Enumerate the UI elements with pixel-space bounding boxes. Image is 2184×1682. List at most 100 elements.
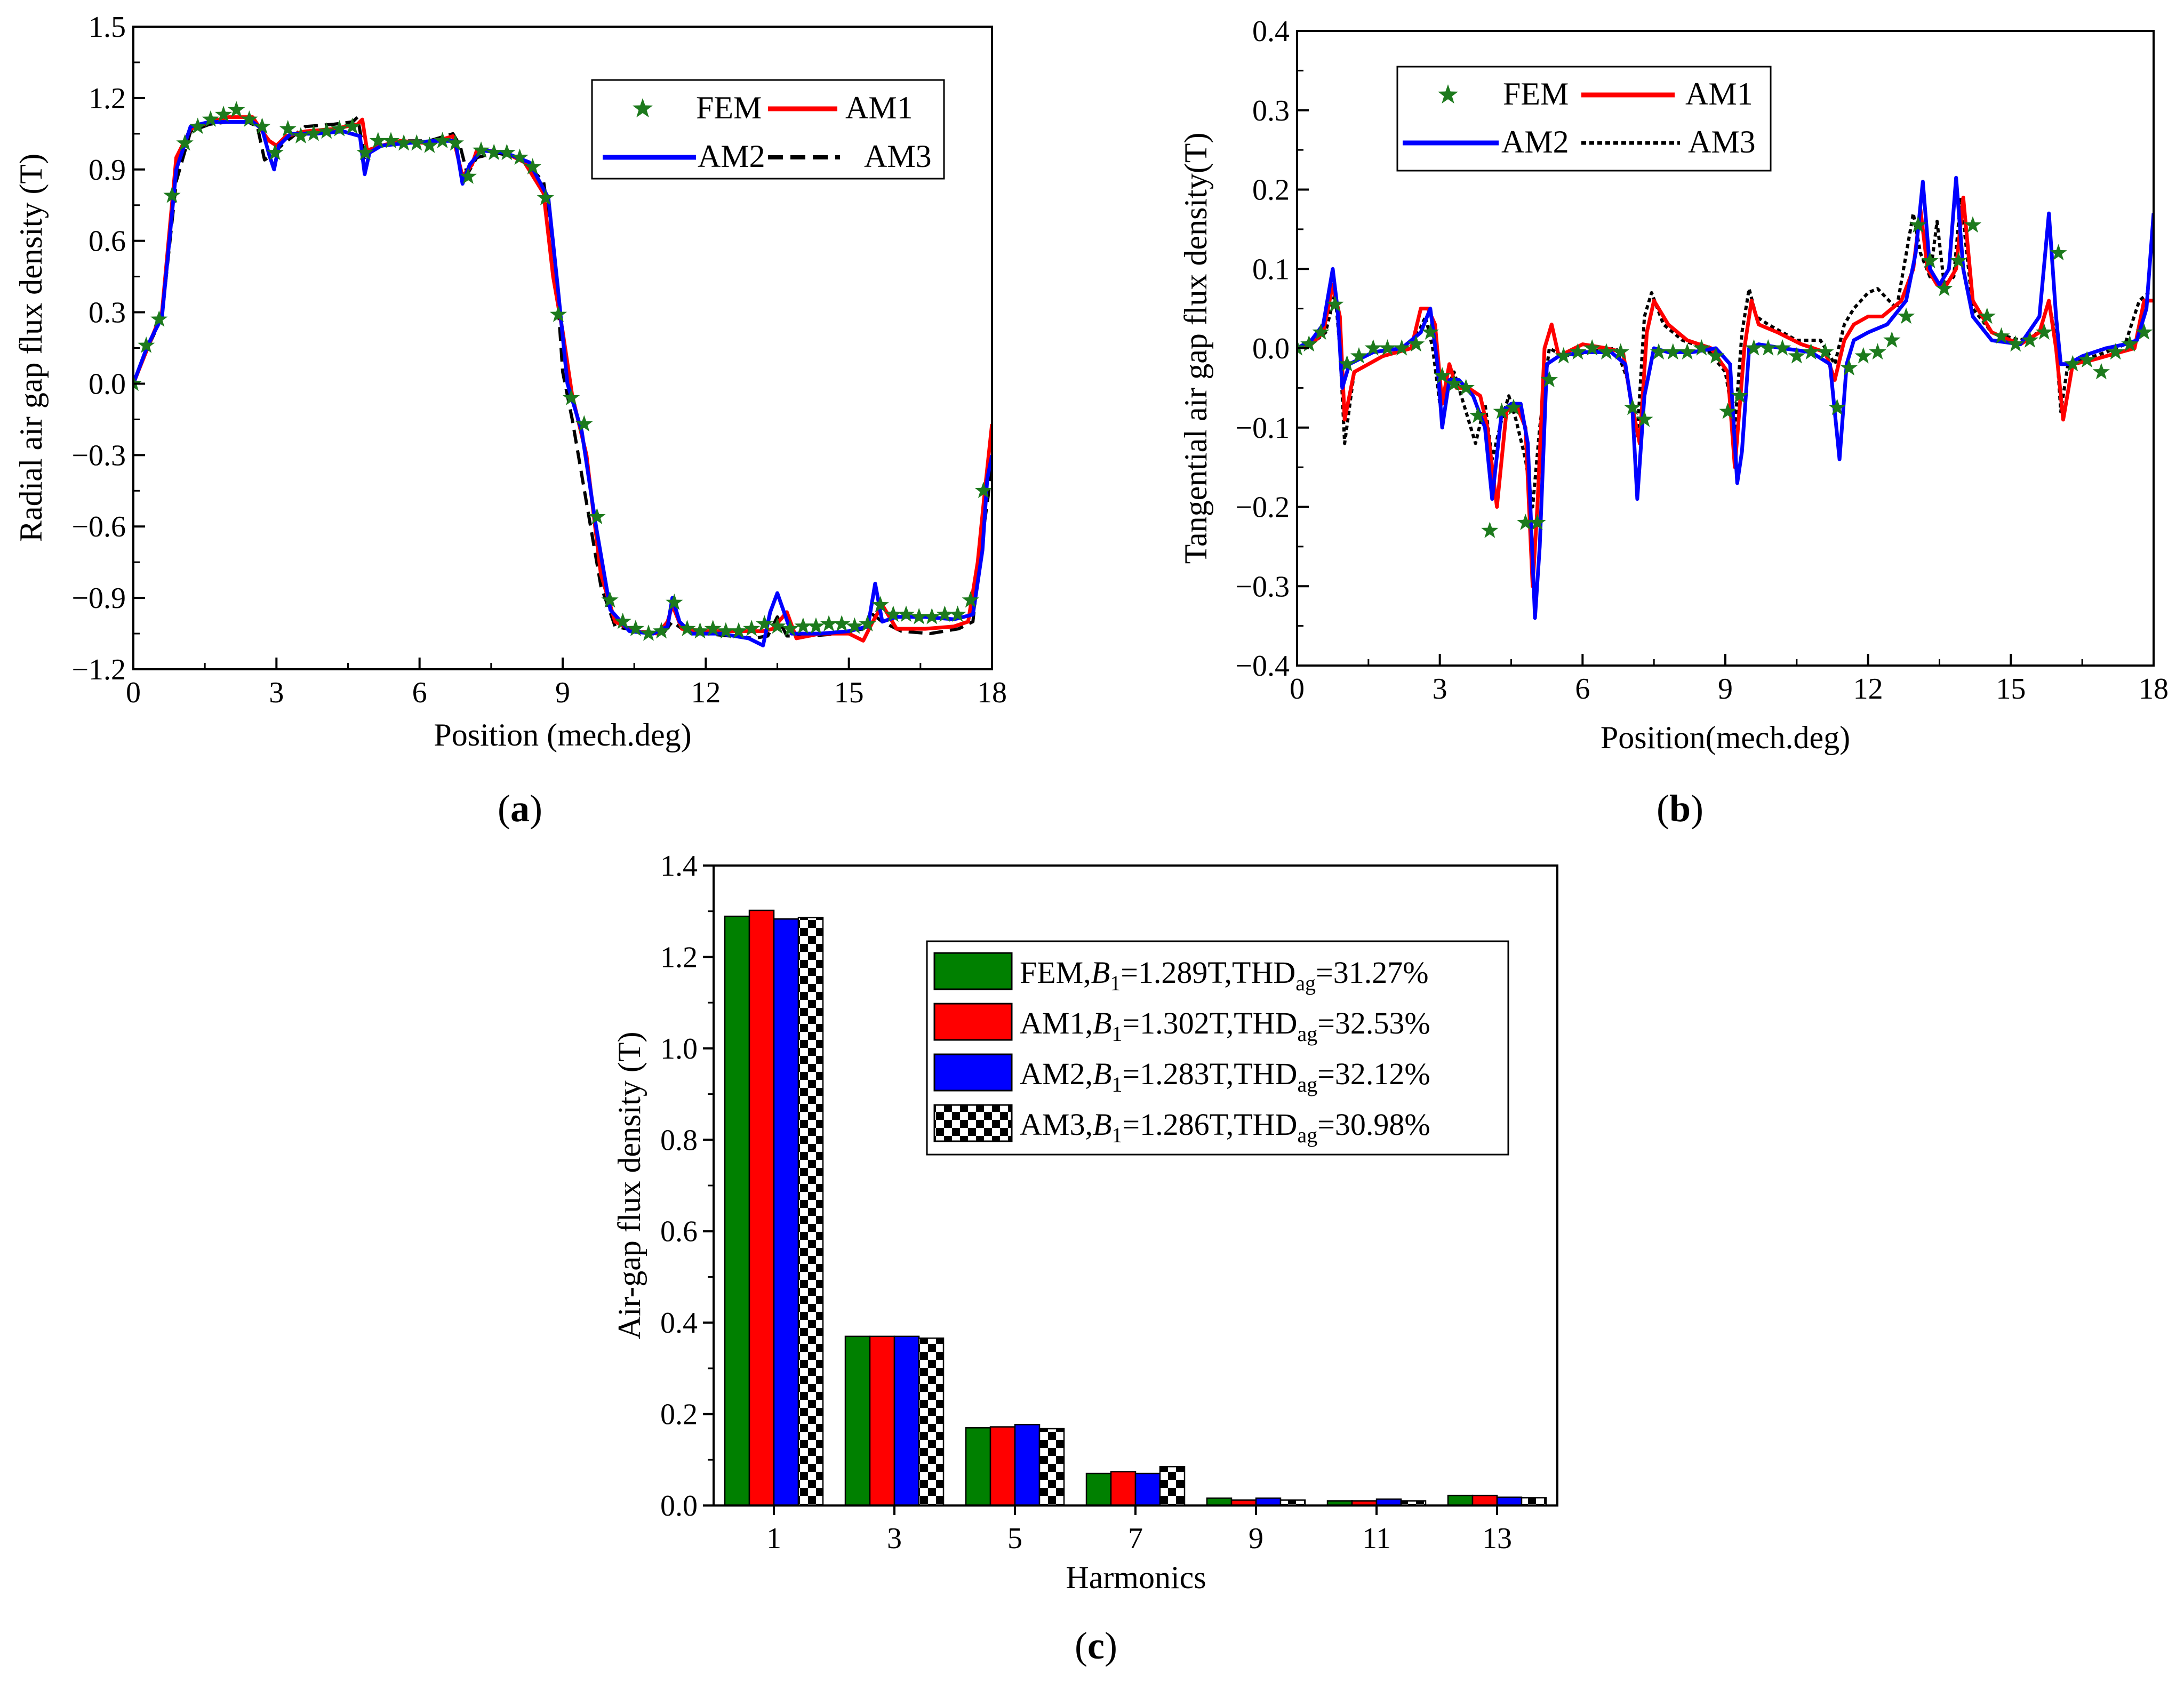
panel-a-fem-point: [820, 615, 838, 631]
panel-b-am3-line: [1297, 196, 2154, 509]
panel-c-legend-am2-swatch: [933, 1053, 1013, 1092]
panel-b-ytick-label: 0.3: [1252, 94, 1290, 127]
panel-b-ytick-label: −0.4: [1235, 650, 1290, 683]
panel-c-legend-fem-bval: =1.289T,THD: [1121, 955, 1295, 990]
panel-c-legend-am3-swatch: [933, 1104, 1013, 1142]
panel-a-plot-area: [133, 101, 992, 647]
panel-a-ytick-label: 1.5: [89, 11, 126, 44]
panel-c-legend-am3-bsub: 1: [1111, 1123, 1122, 1147]
panel-b-am2-line: [1297, 175, 2154, 620]
panel-a-ytick-label: −0.9: [71, 582, 126, 615]
panel-c-bar-am1: [748, 909, 775, 1507]
panel-a-fem-point: [691, 622, 709, 639]
panel-c-xtick-label: 3: [887, 1522, 902, 1555]
panel-a-ytick-label: −1.2: [71, 653, 126, 686]
panel-a-legend: FEM AM1 AM2 AM3: [591, 79, 945, 180]
panel-c-bar-am1: [1471, 1494, 1498, 1507]
panel-b-legend-am2: AM2: [1501, 124, 1569, 159]
panel-b-xtick-label: 15: [1996, 672, 2026, 706]
panel-c-legend-am2-thdval: =32.12%: [1317, 1056, 1430, 1091]
panel-b-ytick-label: −0.3: [1235, 570, 1290, 603]
panel-b-xtick-label: 3: [1433, 672, 1447, 706]
panel-b-plot-area: [1297, 175, 2154, 620]
panel-c-ytick-label: 1.2: [660, 941, 698, 974]
panel-a-xlabel: Position (mech.deg): [434, 717, 691, 752]
panel-b-xtick-label: 9: [1718, 672, 1733, 706]
panel-b-fem-point: [1664, 343, 1682, 360]
panel-c-legend-am1-label: AM1,: [1020, 1006, 1093, 1040]
panel-c-xtick-label: 9: [1249, 1522, 1263, 1555]
panel-a-ytick-label: −0.3: [71, 439, 126, 472]
panel-b-fem-point: [1883, 331, 1901, 348]
panel-c-harmonics-chart: 1 3 5 7 9 11 130.00.20.40.60.81.01.21.4 Harmon…: [612, 850, 1558, 1667]
panel-c-bar-am2: [1014, 1424, 1041, 1507]
panel-b-legend-am3: AM3: [1688, 124, 1756, 159]
panel-c-caption-letter: c: [1087, 1624, 1105, 1667]
panel-c-xtick-label: 13: [1482, 1522, 1512, 1555]
panel-b-xtick-label: 12: [1853, 672, 1883, 706]
panel-c-ticks: 1 3 5 7 9 11 130.00.20.40.60.81.01.21.4: [660, 850, 1512, 1555]
panel-c-bar-am2: [773, 918, 799, 1507]
panel-b-fem-point: [1840, 359, 1858, 375]
panel-b-xtick-label: 18: [2139, 672, 2169, 706]
panel-c-bar-am1: [989, 1426, 1016, 1507]
panel-a-xtick-label: 15: [834, 676, 864, 709]
panel-b-fem-point: [1481, 522, 1499, 538]
panel-c-legend-am2-bsub: 1: [1111, 1072, 1122, 1096]
panel-b-legend-box: [1396, 66, 1772, 172]
panel-c-ytick-label: 1.0: [660, 1032, 698, 1066]
panel-c-bar-am1: [1110, 1471, 1137, 1507]
panel-a-ytick-label: −0.6: [71, 510, 126, 543]
panel-c-legend-fem-label: FEM,: [1020, 955, 1091, 990]
panel-c-legend-box: [926, 940, 1509, 1156]
panel-c-bar-am3: [1159, 1465, 1186, 1507]
panel-a-xtick-label: 9: [555, 676, 570, 709]
panel-a-xtick-label: 18: [977, 676, 1007, 709]
panel-b-fem-point: [1869, 343, 1886, 360]
panel-a-xtick-label: 12: [691, 676, 721, 709]
panel-a-caption-letter: a: [510, 787, 530, 830]
panel-c-legend-am3-thdval: =30.98%: [1317, 1107, 1430, 1142]
panel-a-xtick-label: 6: [412, 676, 427, 709]
panel-c-ytick-label: 0.0: [660, 1489, 698, 1523]
panel-c-bar-fem: [844, 1335, 871, 1507]
panel-c-xtick-label: 5: [1007, 1522, 1022, 1555]
panel-c-legend-fem: FEM,B1=1.289T,THDag=31.27%: [1020, 955, 1429, 995]
panel-a-fem-point: [408, 134, 426, 151]
panel-b-caption-letter: b: [1669, 787, 1691, 830]
panel-c-bar-am2: [1496, 1496, 1523, 1507]
panel-b-caption: (b): [1657, 787, 1703, 830]
panel-b-fem-point: [1773, 339, 1791, 356]
panel-c-legend-am3-bval: =1.286T,THD: [1122, 1107, 1297, 1142]
panel-a-ylabel: Radial air gap flux density (T): [13, 154, 49, 542]
panel-a-series-group: [133, 101, 992, 647]
panel-b-series-group: [1297, 175, 2154, 620]
panel-a-xtick-label: 0: [126, 676, 141, 709]
panel-c-ylabel: Air-gap flux density (T): [612, 1032, 647, 1340]
panel-a-legend-box: [591, 79, 945, 180]
panel-c-ytick-label: 0.8: [660, 1124, 698, 1157]
panel-c-legend-am1-b: B: [1093, 1006, 1111, 1040]
panel-c-legend-fem-thdval: =31.27%: [1316, 955, 1429, 990]
panel-a-ytick-label: 0.3: [89, 297, 126, 330]
panel-c-bar-am3: [797, 917, 824, 1507]
panel-c-legend-am1: AM1,B1=1.302T,THDag=32.53%: [1020, 1006, 1430, 1046]
panel-c-legend-am2-thdsub: ag: [1297, 1072, 1317, 1096]
panel-c-legend-am3-label: AM3,: [1020, 1107, 1093, 1142]
panel-a-fem-point: [228, 101, 245, 117]
panel-a-fem-point: [807, 617, 825, 634]
panel-c-legend-am2: AM2,B1=1.283T,THDag=32.12%: [1020, 1056, 1430, 1096]
panel-a-ytick-label: 1.2: [89, 82, 126, 115]
panel-a-am1-line: [133, 115, 992, 643]
panel-c-bar-am3: [1521, 1497, 1547, 1507]
panel-c-bar-fem: [1085, 1472, 1112, 1507]
panel-c-ytick-label: 1.4: [660, 850, 698, 883]
panel-a-am2-line: [133, 120, 992, 647]
panel-c-xlabel: Harmonics: [1066, 1560, 1206, 1595]
panel-b-legend-fem: FEM: [1503, 76, 1569, 111]
panel-c-ytick-label: 0.4: [660, 1307, 698, 1340]
panel-b-am1-line: [1297, 195, 2154, 588]
panel-a-radial-chart: 0 3 6 9 12 15 18 −1.2 −0.9 −0.6 −0.3 0.0 0.3 0.6 0.9 1.…: [13, 11, 1007, 830]
panel-a-legend-am1: AM1: [845, 90, 913, 125]
